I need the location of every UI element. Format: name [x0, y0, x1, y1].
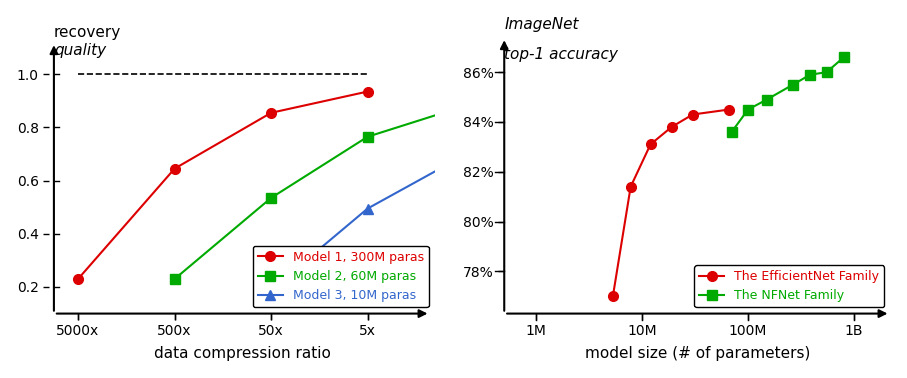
The NFNet Family [805, 73, 815, 77]
Text: ImageNet: ImageNet [504, 17, 579, 33]
The EfficientNet Family [645, 142, 656, 147]
X-axis label: model size (# of parameters): model size (# of parameters) [585, 346, 810, 361]
The NFNet Family [787, 82, 798, 87]
Line: Model 1, 300M paras: Model 1, 300M paras [73, 87, 373, 284]
Line: The NFNet Family: The NFNet Family [727, 53, 849, 137]
Model 2, 60M paras [169, 277, 180, 281]
Model 2, 60M paras [362, 135, 373, 139]
The EfficientNet Family [724, 107, 735, 112]
Text: quality: quality [54, 43, 106, 58]
The NFNet Family [821, 70, 832, 74]
The EfficientNet Family [667, 125, 678, 129]
Model 2, 60M paras [266, 196, 277, 200]
Model 3, 10M paras [266, 287, 277, 292]
Model 3, 10M paras [459, 153, 470, 158]
The EfficientNet Family [608, 294, 619, 299]
Model 1, 300M paras [362, 89, 373, 94]
The EfficientNet Family [688, 112, 698, 117]
Model 3, 10M paras [555, 119, 566, 123]
The NFNet Family [761, 97, 772, 102]
Line: The EfficientNet Family: The EfficientNet Family [608, 105, 734, 301]
The NFNet Family [838, 55, 849, 60]
X-axis label: data compression ratio: data compression ratio [153, 346, 330, 361]
Text: top-1 accuracy: top-1 accuracy [504, 47, 618, 62]
The NFNet Family [727, 130, 737, 134]
The EfficientNet Family [625, 184, 636, 189]
Model 2, 60M paras [459, 104, 470, 108]
Legend: Model 1, 300M paras, Model 2, 60M paras, Model 3, 10M paras: Model 1, 300M paras, Model 2, 60M paras,… [253, 246, 429, 307]
Model 1, 300M paras [73, 277, 83, 281]
Model 1, 300M paras [266, 110, 277, 115]
Model 3, 10M paras [362, 206, 373, 211]
Line: Model 2, 60M paras: Model 2, 60M paras [170, 101, 469, 284]
Legend: The EfficientNet Family, The NFNet Family: The EfficientNet Family, The NFNet Famil… [694, 265, 884, 307]
Model 1, 300M paras [169, 166, 180, 171]
Line: Model 3, 10M paras: Model 3, 10M paras [267, 116, 565, 294]
Text: recovery: recovery [54, 25, 122, 40]
The NFNet Family [743, 107, 754, 112]
